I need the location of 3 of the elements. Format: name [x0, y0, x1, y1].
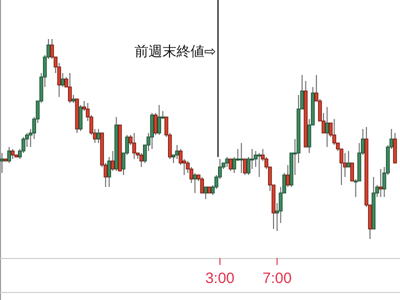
x-tick-label: 7:00	[262, 270, 292, 287]
x-tick-label: 3:00	[205, 270, 235, 287]
annotation: 前週末終値⇨	[134, 43, 216, 59]
